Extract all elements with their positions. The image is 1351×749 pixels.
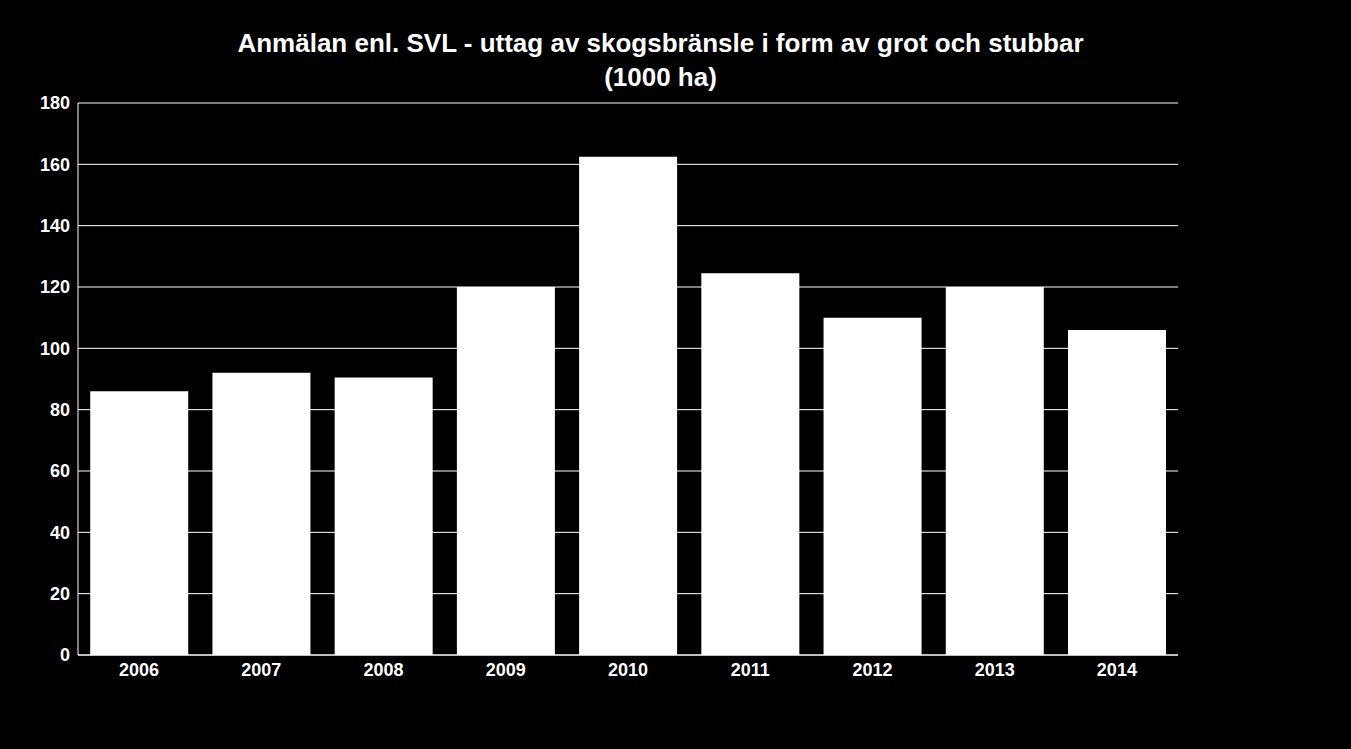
svg-text:2011: 2011	[731, 660, 770, 680]
svg-text:40: 40	[50, 523, 70, 543]
svg-text:120: 120	[40, 277, 70, 297]
svg-text:20: 20	[50, 584, 70, 604]
svg-text:100: 100	[40, 339, 70, 359]
svg-text:140: 140	[40, 216, 70, 236]
svg-text:2012: 2012	[852, 660, 892, 680]
svg-text:2010: 2010	[608, 660, 648, 680]
svg-text:2008: 2008	[364, 660, 404, 680]
svg-text:2013: 2013	[975, 660, 1015, 680]
svg-text:160: 160	[40, 155, 70, 175]
svg-text:60: 60	[50, 461, 70, 481]
svg-text:180: 180	[40, 93, 70, 113]
svg-text:80: 80	[50, 400, 70, 420]
html-text:(1000 ha): (1000 ha)	[604, 62, 717, 92]
svg-text:2007: 2007	[241, 660, 281, 680]
html-text:Anmälan enl. SVL - uttag av sk: Anmälan enl. SVL - uttag av skogsbränsle…	[237, 28, 1084, 58]
svg-text:2009: 2009	[486, 660, 526, 680]
svg-text:0: 0	[60, 645, 70, 665]
svg-text:2014: 2014	[1097, 660, 1137, 680]
svg-text:2006: 2006	[119, 660, 159, 680]
